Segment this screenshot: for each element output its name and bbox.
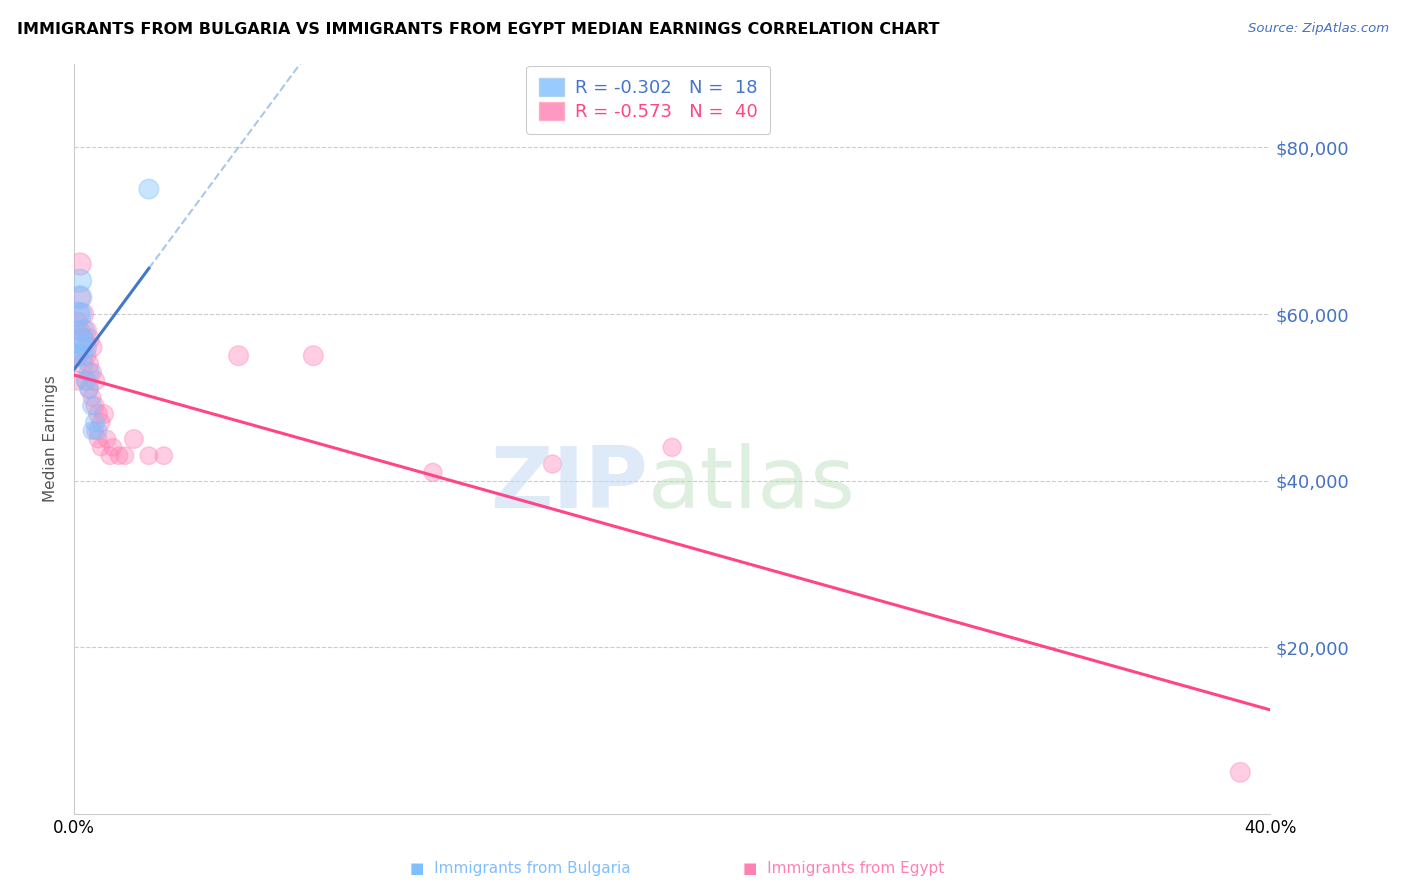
Point xyxy=(69,324,91,338)
Point xyxy=(87,424,110,438)
Text: ■  Immigrants from Egypt: ■ Immigrants from Egypt xyxy=(742,861,945,876)
Point xyxy=(80,340,103,354)
Point xyxy=(422,466,444,480)
Point xyxy=(66,307,89,321)
Point xyxy=(108,449,131,463)
Text: ■  Immigrants from Bulgaria: ■ Immigrants from Bulgaria xyxy=(411,861,630,876)
Point xyxy=(72,324,94,338)
Point xyxy=(66,332,89,346)
Point xyxy=(228,349,250,363)
Point xyxy=(75,340,97,354)
Point xyxy=(69,290,91,304)
Point xyxy=(77,382,100,396)
Point xyxy=(661,441,683,455)
Text: ZIP: ZIP xyxy=(491,442,648,525)
Point xyxy=(72,357,94,371)
Point xyxy=(69,257,91,271)
Point xyxy=(541,457,564,471)
Point xyxy=(75,324,97,338)
Point xyxy=(153,449,176,463)
Point xyxy=(84,374,107,388)
Point xyxy=(77,332,100,346)
Point xyxy=(72,307,94,321)
Point xyxy=(75,374,97,388)
Point xyxy=(77,357,100,371)
Point xyxy=(1229,765,1251,780)
Point xyxy=(75,349,97,363)
Point xyxy=(72,332,94,346)
Point xyxy=(138,449,160,463)
Point xyxy=(77,365,100,379)
Point xyxy=(80,390,103,404)
Point xyxy=(90,416,112,430)
Point xyxy=(72,332,94,346)
Point xyxy=(80,365,103,379)
Point xyxy=(114,449,136,463)
Y-axis label: Median Earnings: Median Earnings xyxy=(44,376,58,502)
Text: IMMIGRANTS FROM BULGARIA VS IMMIGRANTS FROM EGYPT MEDIAN EARNINGS CORRELATION CH: IMMIGRANTS FROM BULGARIA VS IMMIGRANTS F… xyxy=(17,22,939,37)
Point xyxy=(84,416,107,430)
Text: atlas: atlas xyxy=(648,442,856,525)
Point xyxy=(302,349,325,363)
Point xyxy=(122,432,145,446)
Point xyxy=(66,315,89,329)
Text: Source: ZipAtlas.com: Source: ZipAtlas.com xyxy=(1249,22,1389,36)
Point xyxy=(90,441,112,455)
Point xyxy=(96,432,118,446)
Point xyxy=(66,349,89,363)
Point xyxy=(138,182,160,196)
Point xyxy=(66,349,89,363)
Point xyxy=(84,399,107,413)
Point xyxy=(87,407,110,421)
Point xyxy=(80,424,103,438)
Point xyxy=(101,441,124,455)
Point xyxy=(80,399,103,413)
Point xyxy=(69,274,91,288)
Point xyxy=(75,374,97,388)
Point xyxy=(87,432,110,446)
Point xyxy=(98,449,121,463)
Legend: R = -0.302   N =  18, R = -0.573   N =  40: R = -0.302 N = 18, R = -0.573 N = 40 xyxy=(526,66,770,134)
Point xyxy=(84,424,107,438)
Point xyxy=(93,407,115,421)
Point xyxy=(66,374,89,388)
Point xyxy=(69,290,91,304)
Point xyxy=(77,382,100,396)
Point xyxy=(69,307,91,321)
Point xyxy=(72,349,94,363)
